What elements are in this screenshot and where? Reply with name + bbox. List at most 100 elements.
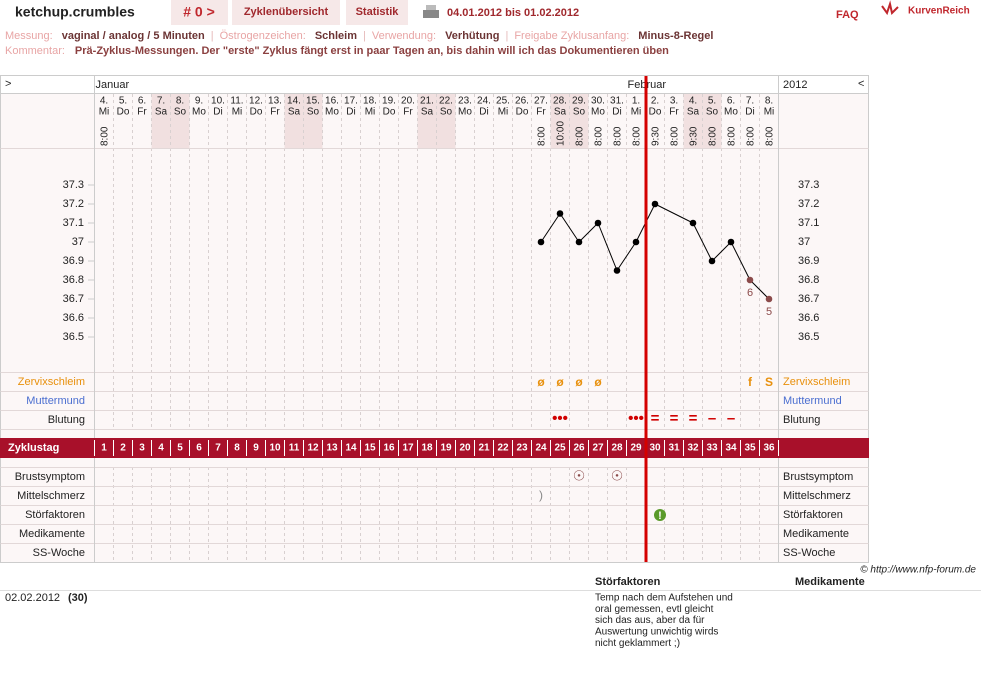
cycle-day: 1 bbox=[101, 443, 107, 454]
temperature-point bbox=[689, 219, 697, 227]
setting-value: Schleim bbox=[315, 30, 357, 42]
temperature-connector bbox=[578, 222, 599, 243]
weekend-shade bbox=[569, 94, 589, 148]
time: 9:30 bbox=[651, 126, 662, 146]
y-tick-label: 37.1 bbox=[63, 217, 84, 229]
nav-next[interactable]: < bbox=[858, 78, 864, 90]
time: 8:00 bbox=[575, 126, 586, 146]
date: 6. bbox=[138, 96, 146, 107]
weekday: So bbox=[706, 107, 719, 118]
cycle-nav[interactable]: # 0 > bbox=[183, 4, 215, 20]
tab-bg bbox=[171, 0, 228, 25]
separator: | bbox=[211, 30, 214, 42]
weekday: So bbox=[573, 107, 586, 118]
cycle-day-band bbox=[0, 438, 869, 458]
cycle-day: 9 bbox=[253, 443, 259, 454]
cycle-day: 34 bbox=[725, 443, 737, 454]
breast-symbol: ☉ bbox=[573, 468, 586, 484]
weekday: Di bbox=[479, 107, 488, 118]
cycle-day: 36 bbox=[763, 443, 775, 454]
date: 25. bbox=[496, 96, 510, 107]
tab[interactable]: Statistik bbox=[356, 6, 400, 18]
y-tick-label: 36.9 bbox=[63, 255, 84, 267]
date: 21. bbox=[420, 96, 434, 107]
date: 20. bbox=[401, 96, 415, 107]
weekend-shade bbox=[170, 94, 190, 148]
logo[interactable]: KurvenReich bbox=[881, 0, 970, 17]
entry-cycle-day: (30) bbox=[68, 592, 88, 604]
weekend-shade bbox=[151, 94, 171, 148]
time: 8:00 bbox=[594, 126, 605, 146]
cycle-day: 15 bbox=[364, 443, 376, 454]
date: 10. bbox=[211, 96, 225, 107]
cycle-day: 11 bbox=[289, 443, 300, 454]
row-label: Zyklustag bbox=[8, 442, 59, 454]
tab-bg bbox=[232, 0, 340, 25]
printer-paper bbox=[426, 5, 436, 10]
date: 22. bbox=[439, 96, 453, 107]
weekday: Mo bbox=[325, 107, 339, 118]
temperature-connector bbox=[616, 241, 637, 271]
row-label: Störfaktoren bbox=[25, 509, 85, 521]
date: 7. bbox=[157, 96, 165, 107]
row-label: Medikamente bbox=[19, 528, 85, 540]
weekday: Sa bbox=[155, 107, 168, 118]
point-label: 6 bbox=[747, 287, 753, 299]
cycle-day: 22 bbox=[497, 443, 509, 454]
temperature-point bbox=[556, 210, 564, 217]
weekday: So bbox=[440, 107, 453, 118]
tab[interactable]: Zyklenübersicht bbox=[244, 6, 329, 18]
cycle-day: 29 bbox=[630, 443, 642, 454]
weekday: Di bbox=[346, 107, 355, 118]
temperature-connector bbox=[749, 279, 770, 300]
entry-note: nicht geklammert ;) bbox=[595, 638, 680, 649]
user-name: ketchup.crumbles bbox=[15, 4, 135, 20]
row-label: Blutung bbox=[783, 414, 820, 426]
nav-prev[interactable]: > bbox=[5, 78, 11, 90]
weekday: Mi bbox=[764, 107, 775, 118]
setting-label: Verwendung: bbox=[372, 30, 436, 42]
y-tick-label: 36.7 bbox=[63, 293, 84, 305]
cycle-day: 32 bbox=[687, 443, 699, 454]
date: 3. bbox=[670, 96, 678, 107]
disturbance-symbol: ! bbox=[658, 510, 662, 522]
cycle-day: 13 bbox=[326, 443, 338, 454]
separator: | bbox=[363, 30, 366, 42]
weekday: Sa bbox=[288, 107, 301, 118]
time: 8:00 bbox=[613, 126, 624, 146]
date: 16. bbox=[325, 96, 339, 107]
disturbance-badge bbox=[654, 509, 666, 521]
cycle-day: 31 bbox=[668, 443, 680, 454]
temperature-point bbox=[632, 238, 640, 246]
cycle-day: 19 bbox=[440, 443, 452, 454]
setting-label: Messung: bbox=[5, 30, 53, 42]
entry-note: sich das aus, aber da für bbox=[595, 615, 705, 626]
printer-icon[interactable] bbox=[423, 5, 439, 18]
temperature-connector bbox=[540, 213, 561, 243]
weekday: Mi bbox=[232, 107, 243, 118]
row-label: Blutung bbox=[48, 414, 85, 426]
entry-note: oral gemessen, evtl gleicht bbox=[595, 604, 714, 615]
cycle-day: 35 bbox=[744, 443, 756, 454]
row-label: Medikamente bbox=[783, 528, 849, 540]
date: 5. bbox=[708, 96, 716, 107]
bleeding-symbol: = bbox=[689, 410, 698, 427]
date: 8. bbox=[176, 96, 184, 107]
copyright: © http://www.nfp-forum.de bbox=[860, 565, 976, 576]
date: 30. bbox=[591, 96, 605, 107]
date: 18. bbox=[363, 96, 377, 107]
weekday: Fr bbox=[270, 107, 280, 118]
weekday: Do bbox=[516, 107, 529, 118]
footer-col: Medikamente bbox=[795, 576, 865, 588]
time: 8:00 bbox=[727, 126, 738, 146]
entry-note: Temp nach dem Aufstehen und bbox=[595, 593, 733, 604]
date: 6. bbox=[727, 96, 735, 107]
month-label: Januar bbox=[96, 79, 130, 91]
weekend-shade bbox=[303, 94, 323, 148]
weekday: Di bbox=[213, 107, 222, 118]
date: 14. bbox=[287, 96, 301, 107]
y-tick-label: 36.6 bbox=[63, 312, 84, 324]
faq-link[interactable]: FAQ bbox=[836, 9, 859, 21]
setting-label: Östrogenzeichen: bbox=[220, 30, 306, 42]
cycle-day: 20 bbox=[459, 443, 471, 454]
